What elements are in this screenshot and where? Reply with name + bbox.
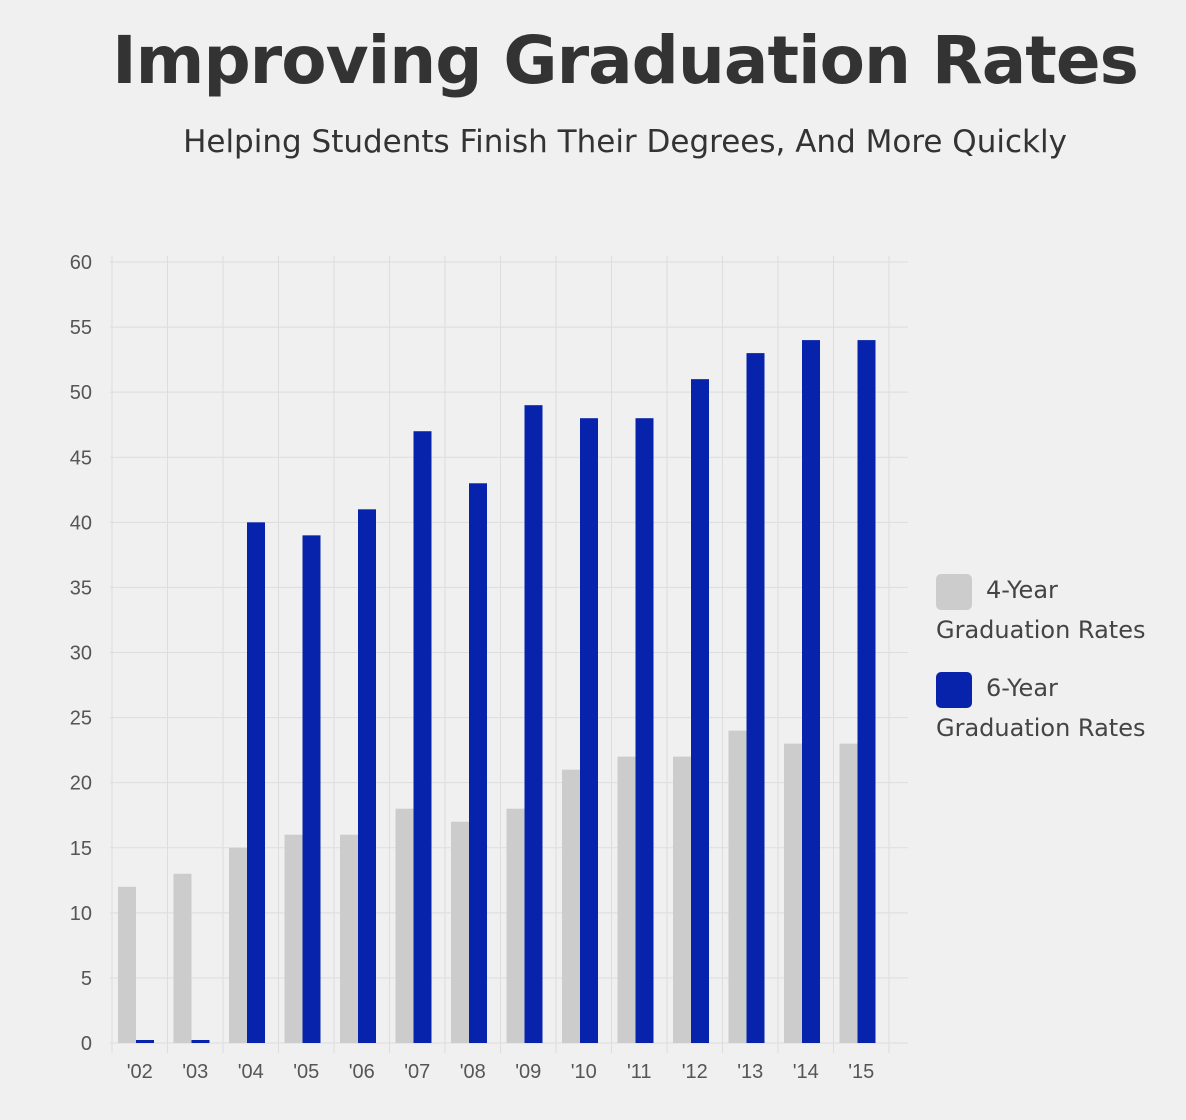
x-tick-label: '10 — [571, 1061, 597, 1083]
x-tick-label: '12 — [682, 1061, 708, 1083]
x-tick-label: '05 — [293, 1061, 319, 1083]
legend-item-four-year[interactable]: 4-Year Graduation Rates — [936, 570, 1176, 668]
bar-six-year-5[interactable] — [413, 431, 432, 1043]
y-tick-label: 10 — [70, 903, 92, 925]
x-tick-label: '09 — [515, 1061, 541, 1083]
bar-four-year-7[interactable] — [506, 808, 525, 1043]
legend-swatch-four-year — [936, 574, 972, 610]
chart-title: Improving Graduation Rates — [112, 22, 1139, 99]
y-tick-label: 15 — [70, 838, 92, 860]
bar-four-year-1[interactable] — [173, 873, 192, 1043]
bar-six-year-10[interactable] — [691, 379, 709, 1043]
bar-four-year-8[interactable] — [562, 769, 580, 1043]
legend-label-four-year: 4-Year Graduation Rates — [936, 576, 1146, 644]
x-tick-label: '04 — [238, 1061, 264, 1083]
bar-six-year-7[interactable] — [524, 405, 543, 1043]
bar-six-year-13[interactable] — [857, 340, 876, 1044]
bar-six-year-4[interactable] — [358, 509, 376, 1044]
x-tick-label: '11 — [627, 1061, 652, 1083]
bar-six-year-11[interactable] — [746, 353, 765, 1043]
x-tick-label: '08 — [460, 1061, 486, 1083]
x-tick-label: '02 — [127, 1061, 153, 1083]
bar-four-year-0[interactable] — [118, 886, 136, 1043]
x-tick-label: '14 — [793, 1061, 819, 1083]
bar-four-year-3[interactable] — [284, 834, 303, 1043]
y-tick-label: 20 — [70, 773, 92, 795]
bar-four-year-10[interactable] — [673, 756, 691, 1043]
x-tick-label: '13 — [737, 1061, 763, 1083]
y-tick-label: 50 — [70, 382, 92, 404]
chart-subtitle: Helping Students Finish Their Degrees, A… — [183, 124, 1067, 160]
bar-six-year-1[interactable] — [191, 1040, 210, 1043]
y-tick-label: 35 — [70, 577, 92, 599]
legend-item-six-year[interactable]: 6-Year Graduation Rates — [936, 668, 1176, 766]
bar-four-year-2[interactable] — [229, 847, 247, 1043]
bar-four-year-5[interactable] — [395, 808, 414, 1043]
bar-four-year-9[interactable] — [617, 756, 636, 1043]
y-tick-label: 5 — [81, 968, 92, 990]
bar-four-year-6[interactable] — [451, 821, 469, 1043]
grid-lines — [110, 256, 908, 1053]
y-tick-label: 25 — [70, 708, 92, 730]
x-tick-label: '15 — [848, 1061, 874, 1083]
x-axis-ticks: '02 '03 '04 '05 '06 '07 '08 '09 '10 '11 '12 '13 '14 '… — [127, 1061, 875, 1083]
bar-six-year-2[interactable] — [247, 522, 265, 1043]
y-tick-label: 30 — [70, 643, 92, 665]
bar-chart: 0 5 10 15 20 25 30 35 40 45 50 55 60 '02 '03 '04 '05 '06… — [70, 252, 908, 1083]
legend-label-six-year: 6-Year Graduation Rates — [936, 674, 1146, 742]
y-axis-ticks: 0 5 10 15 20 25 30 35 40 45 50 55 60 — [70, 252, 92, 1055]
x-tick-label: '06 — [349, 1061, 375, 1083]
x-tick-label: '03 — [182, 1061, 208, 1083]
bar-four-year-11[interactable] — [728, 730, 747, 1043]
legend: 4-Year Graduation Rates 6-Year Graduatio… — [936, 570, 1176, 766]
bars — [118, 340, 876, 1044]
y-tick-label: 55 — [70, 317, 92, 339]
bar-six-year-9[interactable] — [635, 418, 654, 1043]
y-tick-label: 60 — [70, 252, 92, 274]
bar-four-year-12[interactable] — [784, 743, 802, 1043]
y-tick-label: 0 — [81, 1033, 92, 1055]
bar-six-year-6[interactable] — [469, 483, 487, 1043]
y-tick-label: 45 — [70, 447, 92, 469]
bar-six-year-12[interactable] — [802, 340, 820, 1044]
bar-four-year-4[interactable] — [340, 834, 358, 1043]
bar-six-year-0[interactable] — [136, 1040, 154, 1043]
x-tick-label: '07 — [404, 1061, 430, 1083]
y-tick-label: 40 — [70, 512, 92, 534]
bar-six-year-8[interactable] — [580, 418, 598, 1043]
bar-six-year-3[interactable] — [302, 535, 321, 1043]
bar-four-year-13[interactable] — [839, 743, 858, 1043]
legend-swatch-six-year — [936, 672, 972, 708]
